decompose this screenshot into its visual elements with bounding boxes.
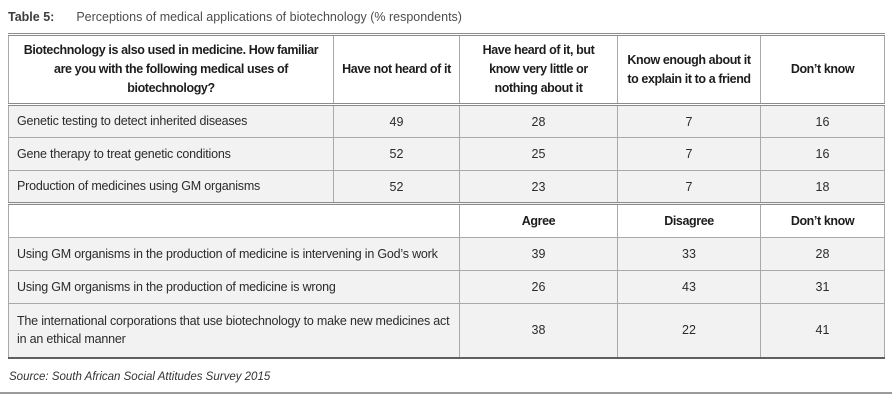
row-value: 16: [760, 104, 885, 138]
row-value: 41: [760, 303, 885, 359]
row-label: Gene therapy to treat genetic conditions: [8, 137, 334, 171]
row-label: Genetic testing to detect inherited dise…: [8, 104, 334, 138]
section1-col-header: Have heard of it, but know very little o…: [459, 33, 618, 106]
row-value: 38: [459, 303, 618, 359]
table-title-text: Perceptions of medical applications of b…: [76, 10, 462, 24]
row-value: 28: [760, 237, 885, 271]
row-label: Production of medicines using GM organis…: [8, 170, 334, 204]
row-value: 23: [459, 170, 618, 204]
table-row: Using GM organisms in the production of …: [8, 270, 885, 304]
row-value: 26: [459, 270, 618, 304]
page: Table 5: Perceptions of medical applicati…: [0, 10, 892, 394]
section2-col-header: Agree: [459, 202, 618, 238]
row-value: 7: [617, 170, 761, 204]
section1-col-header: Don’t know: [760, 33, 885, 106]
row-value: 18: [760, 170, 885, 204]
section1-col-header: Have not heard of it: [333, 33, 460, 106]
table-row: Using GM organisms in the production of …: [8, 237, 885, 271]
row-value: 25: [459, 137, 618, 171]
table-row: Production of medicines using GM organis…: [8, 170, 885, 204]
section1-question-header: Biotechnology is also used in medicine. …: [8, 33, 334, 106]
section2-header-spacer: [8, 202, 460, 238]
row-value: 16: [760, 137, 885, 171]
table-row: Gene therapy to treat genetic conditions…: [8, 137, 885, 171]
section1-col-header: Know enough about it to explain it to a …: [617, 33, 761, 106]
section1-header-row: Biotechnology is also used in medicine. …: [8, 33, 885, 106]
row-value: 22: [617, 303, 761, 359]
source-note: Source: South African Social Attitudes S…: [9, 370, 271, 383]
row-value: 52: [333, 137, 460, 171]
row-value: 52: [333, 170, 460, 204]
table-row: The international corporations that use …: [8, 303, 885, 359]
section2-col-header: Don’t know: [760, 202, 885, 238]
row-value: 7: [617, 104, 761, 138]
table-title-label: Table 5:: [8, 10, 55, 24]
section2-col-header: Disagree: [617, 202, 761, 238]
row-value: 39: [459, 237, 618, 271]
row-label: Using GM organisms in the production of …: [8, 237, 460, 271]
table-row: Genetic testing to detect inherited dise…: [8, 104, 885, 138]
survey-table: Biotechnology is also used in medicine. …: [8, 33, 885, 359]
row-value: 33: [617, 237, 761, 271]
row-label: The international corporations that use …: [8, 303, 460, 359]
row-value: 7: [617, 137, 761, 171]
row-value: 49: [333, 104, 460, 138]
section2-header-row: Agree Disagree Don’t know: [8, 202, 885, 238]
row-label: Using GM organisms in the production of …: [8, 270, 460, 304]
row-value: 28: [459, 104, 618, 138]
bottom-divider: [0, 391, 892, 394]
row-value: 31: [760, 270, 885, 304]
table-title: Table 5: Perceptions of medical applicati…: [8, 10, 884, 24]
row-value: 43: [617, 270, 761, 304]
